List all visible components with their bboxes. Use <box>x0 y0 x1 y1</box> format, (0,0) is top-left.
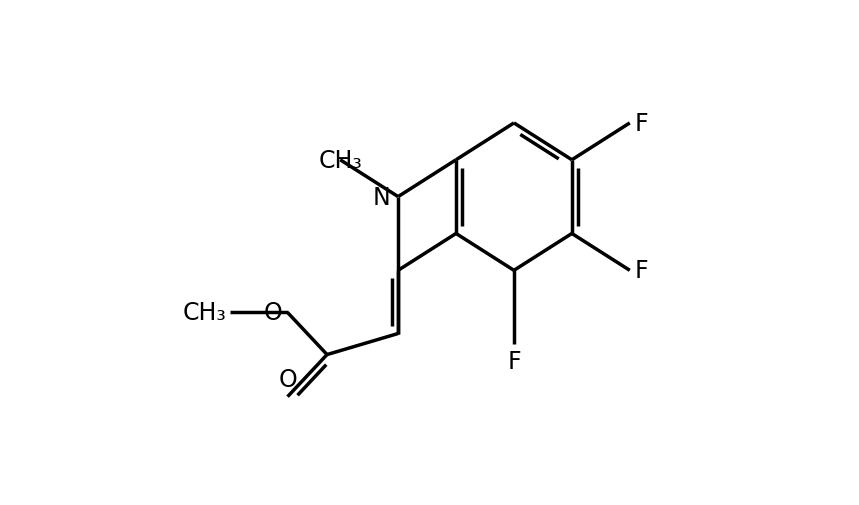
Text: F: F <box>635 259 649 283</box>
Text: F: F <box>635 112 649 136</box>
Text: CH₃: CH₃ <box>319 148 362 172</box>
Text: CH₃: CH₃ <box>183 301 227 325</box>
Text: O: O <box>264 301 283 325</box>
Text: F: F <box>507 349 521 374</box>
Text: O: O <box>278 368 297 392</box>
Text: N: N <box>373 185 390 209</box>
